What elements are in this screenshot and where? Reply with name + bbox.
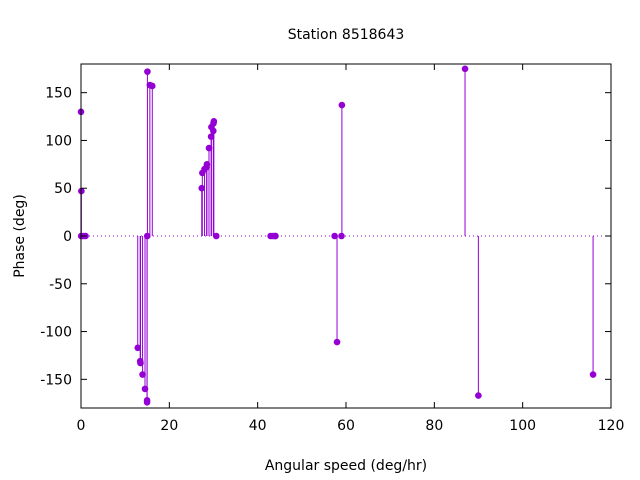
impulse-layer	[80, 68, 594, 403]
data-point	[210, 118, 218, 125]
data-point	[589, 371, 597, 378]
data-point	[475, 392, 482, 399]
x-axis: 0 20 40 60 80 100 120	[77, 64, 625, 434]
data-point	[141, 385, 149, 393]
data-point	[137, 359, 144, 367]
y-axis-label: Phase (deg)	[12, 194, 28, 278]
data-point	[203, 161, 211, 168]
data-point	[143, 397, 151, 404]
x-tick-label: 20	[160, 418, 178, 434]
data-point	[134, 344, 142, 352]
y-tick-label: 50	[54, 181, 72, 197]
chart-title: Station 8518643	[288, 27, 405, 43]
data-point	[198, 184, 206, 192]
data-point	[461, 65, 469, 73]
data-point	[338, 232, 345, 240]
y-tick-label: 100	[45, 133, 72, 149]
x-tick-label: 0	[77, 418, 86, 434]
data-point	[333, 338, 341, 346]
data-point	[272, 232, 279, 240]
point-layer	[77, 65, 597, 406]
y-tick-label: -100	[40, 325, 72, 341]
data-point	[139, 371, 146, 378]
x-tick-label: 100	[509, 418, 536, 434]
x-axis-label: Angular speed (deg/hr)	[265, 458, 427, 474]
data-point	[331, 232, 338, 240]
data-point	[212, 232, 220, 240]
y-tick-label: 150	[45, 86, 72, 102]
data-point	[148, 82, 156, 90]
x-tick-label: 40	[249, 418, 267, 434]
y-tick-label: 0	[63, 229, 72, 245]
y-axis: -150 -100 -50 0 50 100 150	[40, 86, 611, 388]
x-tick-label: 60	[337, 418, 355, 434]
data-point	[338, 101, 346, 109]
x-tick-label: 80	[425, 418, 443, 434]
data-point	[207, 133, 215, 140]
x-tick-label: 120	[598, 418, 625, 434]
data-point	[205, 144, 213, 152]
y-tick-label: -50	[49, 277, 72, 293]
data-point	[210, 127, 217, 135]
data-point	[143, 232, 151, 240]
data-point	[144, 68, 151, 75]
y-tick-label: -150	[40, 372, 72, 388]
